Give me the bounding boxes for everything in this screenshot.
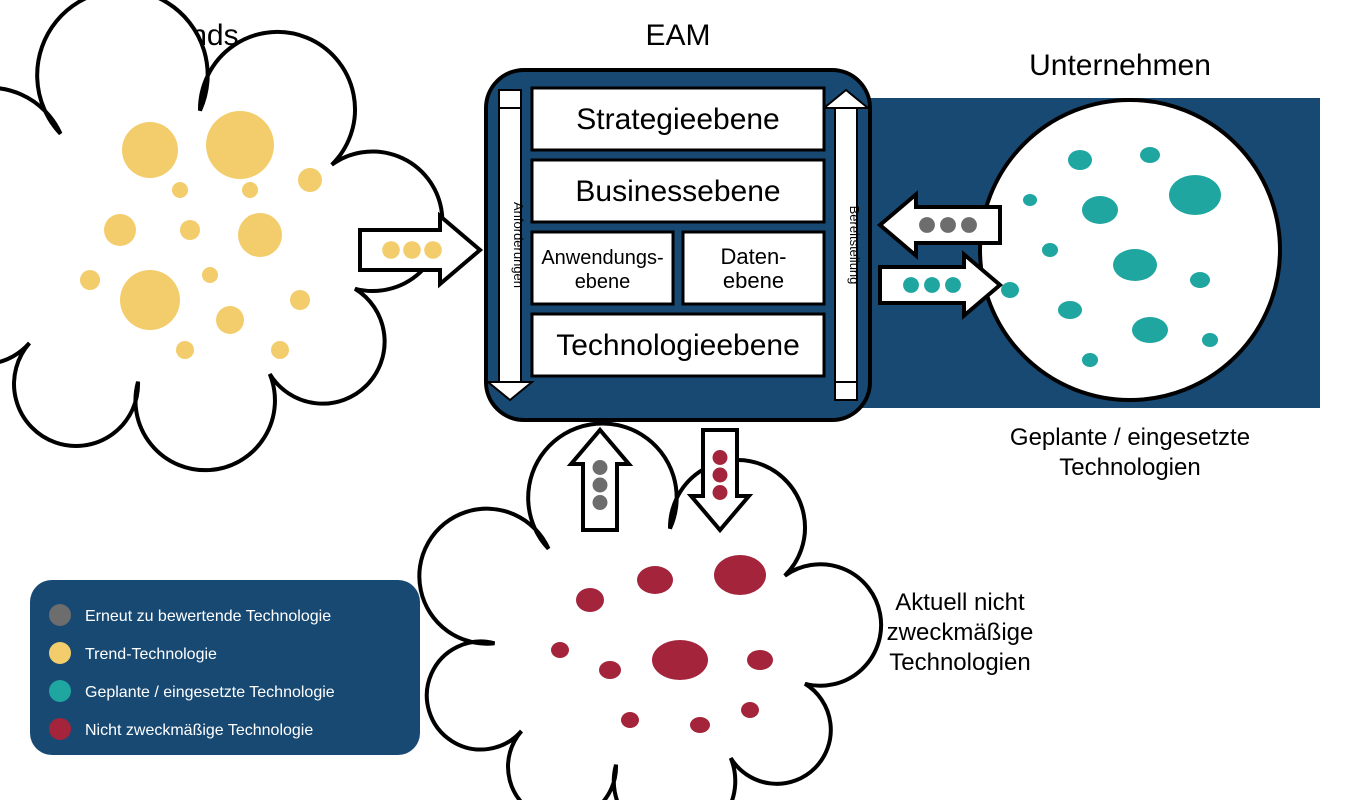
planned-dot [1058, 301, 1082, 319]
notuseful-dot [652, 640, 708, 680]
planned-dot [1169, 175, 1221, 215]
notuseful-dot [637, 566, 673, 594]
trend-dot [122, 122, 178, 178]
diagram-canvas: Anforderungen Bereitstellung Strategieeben… [0, 0, 1349, 800]
arrow-dot [424, 241, 442, 259]
arrow-dot [593, 495, 608, 510]
eam-arrow-bereitstellung: Bereitstellung [847, 206, 862, 285]
arrow-dot [593, 478, 608, 493]
planned-dot [1190, 272, 1210, 288]
notuseful-dot [714, 555, 766, 595]
trend-dot [202, 267, 218, 283]
planned-dot [1068, 150, 1092, 170]
arrow-dot [713, 450, 728, 465]
trend-dot [242, 182, 258, 198]
planned-dot [1023, 194, 1037, 206]
title-unternehmen: Unternehmen [1029, 49, 1211, 82]
legend-label: Trend-Technologie [85, 646, 217, 663]
legend-swatch [49, 604, 71, 626]
planned-dot [1082, 353, 1098, 367]
arrow-dot [593, 460, 608, 475]
legend-swatch [49, 718, 71, 740]
notuseful-dot [747, 650, 773, 670]
label-anwendung1: Anwendungs- [541, 247, 663, 269]
trend-dot [290, 290, 310, 310]
trend-dot [180, 220, 200, 240]
legend-swatch [49, 680, 71, 702]
trend-dot [80, 270, 100, 290]
trend-dot [298, 168, 322, 192]
arrow-dot [945, 277, 961, 293]
notuseful-dot [599, 661, 621, 679]
label-anwendung2: ebene [575, 271, 631, 293]
legend-label: Erneut zu bewertende Technologie [85, 608, 331, 625]
planned-dot [1113, 249, 1157, 281]
trend-dot [216, 306, 244, 334]
arrow-dot [382, 241, 400, 259]
trend-dot [120, 270, 180, 330]
label-daten1: Daten- [720, 244, 786, 269]
arrow-dot [403, 241, 421, 259]
cloud-not-useful [419, 423, 881, 800]
label-strategie: Strategieebene [576, 103, 780, 136]
notuseful-dot [690, 717, 710, 733]
trend-dot [271, 341, 289, 359]
notuseful-dot [551, 642, 569, 658]
arrow-dot [903, 277, 919, 293]
label-daten2: ebene [723, 268, 784, 293]
trend-dot [238, 213, 282, 257]
label-planned2: Technologien [1059, 454, 1200, 481]
arrow-dot [924, 277, 940, 293]
label-notuseful1: Aktuell nicht [895, 589, 1025, 616]
label-planned1: Geplante / eingesetzte [1010, 424, 1250, 451]
legend-label: Nicht zweckmäßige Technologie [85, 722, 313, 739]
planned-dot [1132, 317, 1168, 343]
label-business: Businessebene [575, 175, 780, 208]
trend-dot [206, 111, 274, 179]
notuseful-dot [741, 702, 759, 718]
arrow-dot [919, 217, 935, 233]
legend-swatch [49, 642, 71, 664]
legend-label: Geplante / eingesetzte Technologie [85, 684, 335, 701]
notuseful-dot [576, 588, 604, 612]
planned-dot [1001, 282, 1019, 298]
trend-dot [104, 214, 136, 246]
arrow-dot [713, 485, 728, 500]
notuseful-dot [621, 712, 639, 728]
planned-dot [1082, 196, 1118, 224]
arrow-dot [940, 217, 956, 233]
label-notuseful2: zweckmäßige [887, 619, 1034, 646]
arrow-dot [713, 468, 728, 483]
arrow-dot [961, 217, 977, 233]
planned-dot [1042, 243, 1058, 257]
planned-dot [1140, 147, 1160, 163]
planned-dot [1202, 333, 1218, 347]
eam-arrow-anforderungen: Anforderungen [511, 202, 526, 288]
trend-dot [176, 341, 194, 359]
label-technologie: Technologieebene [556, 329, 800, 362]
label-notuseful3: Technologien [889, 649, 1030, 676]
trend-dot [172, 182, 188, 198]
title-eam: EAM [645, 19, 710, 52]
